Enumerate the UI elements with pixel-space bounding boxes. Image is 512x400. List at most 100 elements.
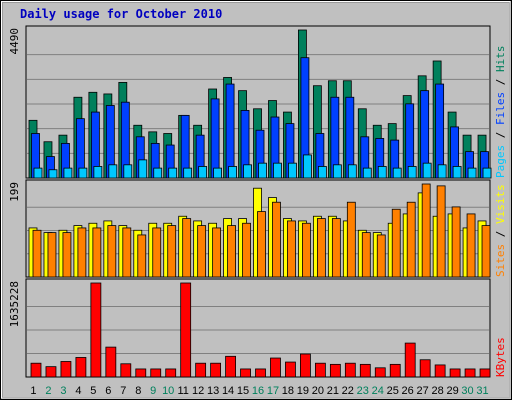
x-tick-label-12: 12 (192, 385, 204, 397)
bar-sites-day-20 (316, 218, 326, 278)
bar-kbytes-day-12 (195, 362, 207, 378)
bar-kbytes-day-14 (225, 355, 236, 378)
bar-sites-day-28 (436, 185, 446, 278)
legend-pages: Pages (494, 145, 507, 178)
legend-separator: / (494, 72, 507, 92)
bar-sites-day-25 (391, 208, 401, 278)
bar-pages-day-10 (168, 167, 178, 179)
bar-sites-day-12 (197, 225, 207, 278)
bar-kbytes-day-9 (150, 368, 162, 378)
legend-hits: Hits (494, 46, 507, 73)
bar-sites-day-5 (92, 227, 102, 278)
bar-pages-day-3 (63, 167, 73, 179)
bar-pages-day-20 (317, 166, 327, 179)
x-tick-label-25: 25 (387, 385, 399, 397)
bar-sites-day-15 (242, 222, 251, 278)
bar-files-day-14 (225, 83, 235, 179)
bar-sites-day-17 (272, 201, 281, 278)
bar-sites-day-31 (481, 225, 491, 278)
bar-pages-day-25 (392, 167, 402, 179)
panel-kbytes-legend: KBytes (494, 337, 507, 377)
x-tick-label-27: 27 (417, 385, 429, 397)
panel-kbytes: 1635228 KBytes (8, 278, 507, 378)
x-tick-label-23: 23 (357, 385, 369, 397)
bar-sites-day-3 (62, 232, 72, 278)
bar-pages-day-12 (198, 166, 208, 179)
bar-sites-day-1 (32, 229, 42, 278)
panel-visits-legend: Sites / Visits (494, 184, 507, 277)
bar-pages-day-14 (228, 166, 237, 179)
x-tick-label-11: 11 (177, 385, 188, 397)
legend-files: Files (494, 92, 507, 125)
x-tick-label-2: 2 (45, 385, 51, 397)
legend-sites: Sites (494, 244, 507, 277)
bar-kbytes-day-3 (60, 361, 72, 378)
bar-kbytes-day-29 (449, 368, 461, 378)
bar-sites-day-13 (212, 227, 222, 278)
x-tick-label-21: 21 (327, 385, 339, 397)
x-tick-label-19: 19 (297, 385, 309, 397)
bar-kbytes-day-6 (105, 346, 117, 378)
bar-kbytes-day-5 (90, 282, 102, 378)
x-tick-label-20: 20 (312, 385, 324, 397)
x-tick-label-10: 10 (162, 385, 174, 397)
chart-title: Daily usage for October 2010 (20, 7, 222, 21)
bar-sites-day-14 (227, 225, 236, 278)
bar-sites-day-21 (331, 218, 341, 278)
bar-kbytes-day-20 (314, 362, 326, 378)
x-tick-label-28: 28 (431, 385, 443, 397)
panel-hits-legend: Pages / Files / Hits (494, 46, 507, 179)
bar-pages-day-21 (332, 164, 342, 179)
bar-kbytes-day-26 (404, 342, 416, 378)
bar-sites-day-4 (77, 227, 87, 278)
bar-pages-day-13 (213, 167, 223, 179)
x-tick-label-26: 26 (402, 385, 414, 397)
x-tick-label-22: 22 (342, 385, 354, 397)
bar-pages-day-8 (138, 159, 148, 179)
bar-kbytes-day-16 (255, 368, 266, 378)
panel-visits-ymax-label: 199 (8, 182, 21, 202)
bar-kbytes-day-10 (165, 368, 177, 378)
bar-pages-day-30 (467, 167, 477, 179)
bar-sites-day-8 (137, 234, 147, 278)
bar-sites-day-19 (302, 222, 311, 278)
legend-kbytes: KBytes (494, 337, 507, 377)
bar-pages-day-18 (288, 162, 297, 179)
chart-panels: 4490 Pages / Files / Hits 199 Sites / Visit… (8, 25, 507, 378)
bar-sites-day-2 (47, 232, 57, 278)
bar-sites-day-24 (376, 234, 386, 278)
legend-separator: / (494, 224, 507, 244)
bar-sites-day-22 (346, 201, 356, 278)
x-tick-label-1: 1 (30, 385, 36, 397)
bar-pages-day-16 (258, 162, 267, 179)
x-tick-label-13: 13 (207, 385, 219, 397)
bar-sites-day-10 (167, 225, 177, 278)
bar-kbytes-day-24 (374, 367, 386, 378)
bar-kbytes-day-13 (210, 362, 222, 378)
bar-pages-day-31 (482, 167, 492, 179)
bar-kbytes-day-2 (45, 366, 57, 378)
bar-sites-day-16 (257, 211, 266, 278)
x-tick-label-16: 16 (252, 385, 264, 397)
legend-visits: Visits (494, 184, 507, 224)
bar-pages-day-11 (183, 167, 193, 179)
bar-pages-day-4 (78, 167, 88, 179)
bar-kbytes-day-7 (120, 363, 132, 378)
x-tick-label-14: 14 (222, 385, 234, 397)
bar-pages-day-6 (108, 164, 118, 179)
bar-pages-day-19 (303, 154, 312, 179)
x-tick-label-8: 8 (135, 385, 141, 397)
x-tick-label-18: 18 (282, 385, 294, 397)
bar-sites-day-23 (361, 232, 371, 278)
bar-files-day-28 (435, 83, 445, 179)
bar-pages-day-26 (407, 166, 417, 179)
x-tick-label-9: 9 (150, 385, 156, 397)
bar-sites-day-7 (122, 227, 132, 278)
bar-kbytes-day-18 (285, 361, 296, 378)
bar-sites-day-30 (466, 213, 476, 278)
bar-pages-day-15 (243, 164, 252, 179)
bar-pages-day-28 (437, 164, 447, 179)
bar-pages-day-2 (48, 169, 58, 179)
bar-sites-day-11 (182, 218, 192, 278)
bar-kbytes-day-25 (389, 363, 401, 378)
